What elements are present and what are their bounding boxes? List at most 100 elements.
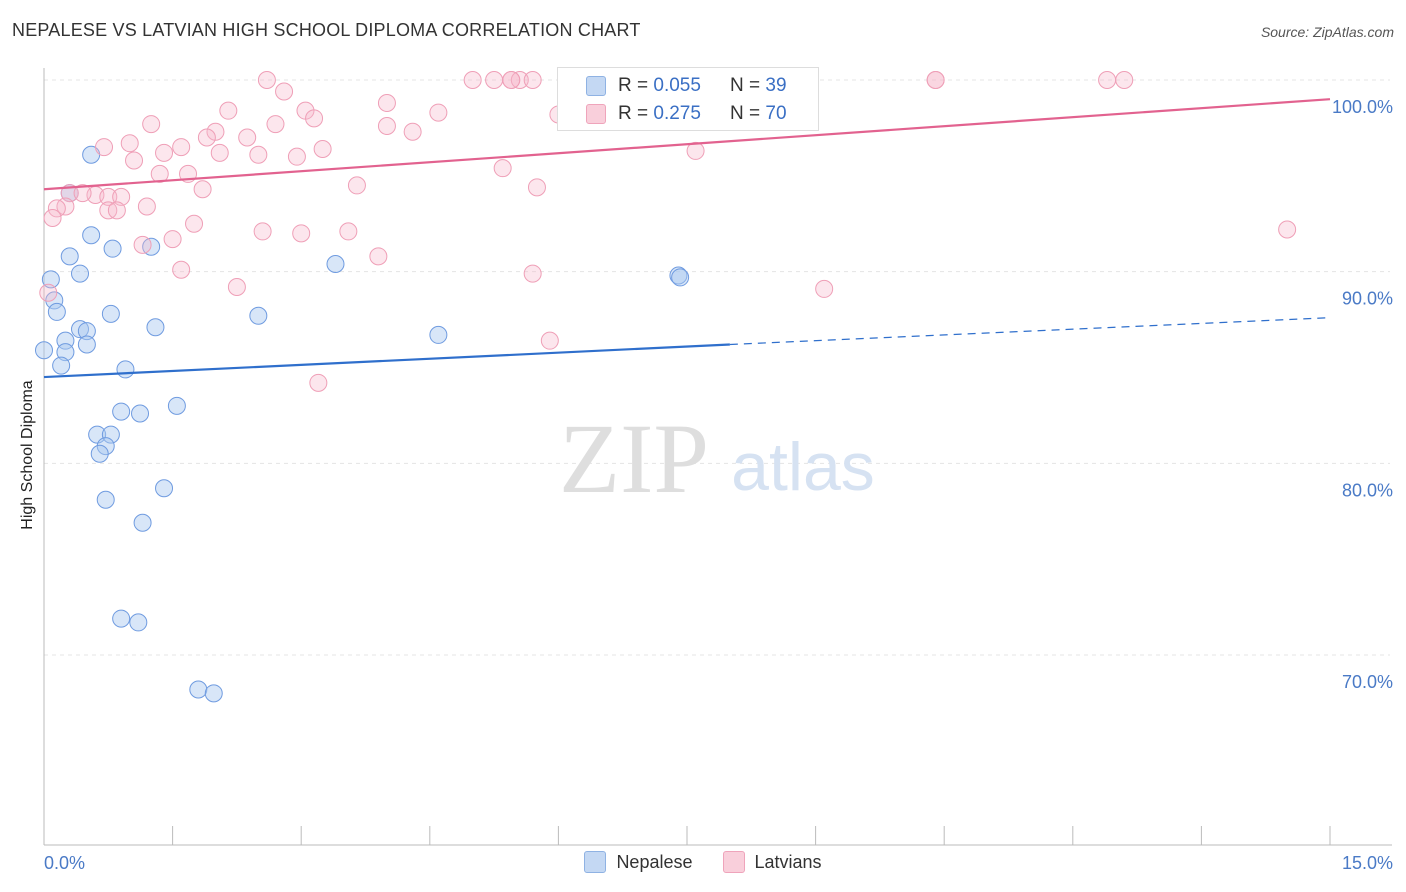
nepalese-point — [249, 306, 268, 325]
latvians-point — [292, 224, 311, 243]
latvians-point — [120, 134, 139, 153]
nepalese-point — [71, 320, 90, 339]
nepalese-point — [129, 613, 148, 632]
latvians-point — [112, 187, 131, 206]
nepalese-point — [167, 396, 186, 415]
latvians-point — [347, 176, 366, 195]
nepalese-point — [101, 425, 120, 444]
latvians-point — [403, 122, 422, 141]
latvians-r: R = 0.275 — [618, 103, 701, 124]
latvians-point — [137, 197, 156, 216]
latvians-point — [527, 178, 546, 197]
nepalese-point — [82, 226, 101, 245]
y-tick-label: 100.0% — [1332, 97, 1393, 117]
nepalese-point — [189, 680, 208, 699]
latvians-point — [502, 71, 521, 89]
latvians-point — [1278, 220, 1297, 239]
y-tick-label: 70.0% — [1342, 672, 1393, 692]
latvians-point — [206, 122, 225, 141]
latvians-point — [210, 143, 229, 162]
latvians-point — [155, 143, 174, 162]
latvians-point — [172, 260, 191, 279]
watermark-zip: ZIP — [559, 403, 709, 514]
latvians-point — [99, 187, 118, 206]
latvians-point — [305, 109, 324, 128]
nepalese-point — [116, 360, 135, 379]
axes — [43, 68, 1392, 846]
latvians-trendline — [43, 98, 1331, 191]
nepalese-point — [103, 239, 122, 258]
nepalese-point — [146, 318, 165, 337]
nepalese-r: R = 0.055 — [618, 75, 701, 96]
latvians-point — [369, 247, 388, 266]
latvians-point — [150, 164, 169, 183]
latvians-point — [523, 71, 542, 89]
nepalese-point — [96, 490, 115, 509]
x-tick-label-max: 15.0% — [1342, 853, 1393, 873]
latvians-point — [377, 117, 396, 135]
nepalese-point — [52, 356, 71, 375]
latvians-point — [73, 184, 92, 203]
latvians-point — [257, 71, 276, 89]
latvians-point — [172, 138, 191, 157]
latvians-point — [249, 145, 268, 164]
latvians-point — [540, 331, 559, 350]
nepalese-point — [77, 335, 96, 354]
latvians-point — [107, 201, 126, 220]
nepalese-point — [56, 343, 75, 362]
nepalese-point — [35, 341, 53, 360]
latvians-point — [377, 94, 396, 112]
legend-item-nepalese[interactable]: Nepalese — [584, 851, 693, 873]
latvians-point — [163, 230, 182, 249]
nepalese-point — [112, 609, 131, 628]
watermark: ZIP atlas — [559, 403, 875, 514]
latvians-point — [287, 147, 306, 166]
latvians-point — [313, 140, 332, 158]
nepalese-point — [101, 304, 120, 323]
source-label: Source: ZipAtlas.com — [1260, 24, 1394, 40]
latvians-point — [142, 115, 161, 134]
latvians-point — [133, 235, 152, 254]
legend-swatch-nepalese — [584, 851, 607, 873]
legend-label-latvians: Latvians — [754, 851, 822, 872]
nepalese-point — [326, 255, 345, 273]
nepalese-point — [112, 402, 131, 421]
nepalese-point — [71, 264, 90, 283]
latvians-point — [227, 278, 246, 296]
nepalese-point — [77, 322, 96, 341]
latvians-point — [485, 71, 504, 89]
nepalese-point — [155, 479, 174, 498]
latvians-point — [493, 159, 512, 178]
x-tick-label-min: 0.0% — [44, 853, 85, 873]
latvians-point — [43, 209, 62, 227]
series-legend: Nepalese Latvians — [0, 851, 1406, 873]
latvians-point — [95, 138, 114, 157]
nepalese-point — [41, 270, 60, 289]
gridlines — [44, 79, 1390, 656]
latvians-point — [219, 101, 238, 120]
data-points — [35, 71, 1297, 703]
nepalese-point — [90, 444, 109, 463]
latvians-point — [339, 222, 358, 241]
latvians-point — [193, 180, 212, 199]
watermark-atlas: atlas — [731, 429, 875, 505]
nepalese-trendline-extension — [729, 317, 1331, 346]
y-tick-label: 90.0% — [1342, 289, 1393, 309]
nepalese-point — [47, 302, 66, 321]
nepalese-point — [429, 325, 448, 344]
stats-legend: R = 0.055 N = 39 R = 0.275 N = 70 — [557, 67, 819, 131]
nepalese-swatch — [586, 76, 606, 96]
latvians-point — [686, 141, 705, 160]
nepalese-point — [204, 684, 223, 703]
legend-item-latvians[interactable]: Latvians — [722, 851, 822, 873]
nepalese-point — [60, 247, 79, 266]
chart-title: NEPALESE VS LATVIAN HIGH SCHOOL DIPLOMA … — [12, 20, 641, 40]
latvians-point — [47, 199, 66, 218]
latvians-point — [238, 128, 257, 147]
latvians-point — [429, 103, 448, 122]
nepalese-point — [131, 404, 150, 423]
legend-label-nepalese: Nepalese — [616, 851, 693, 872]
latvians-point — [185, 214, 204, 233]
latvians-point — [523, 264, 542, 283]
